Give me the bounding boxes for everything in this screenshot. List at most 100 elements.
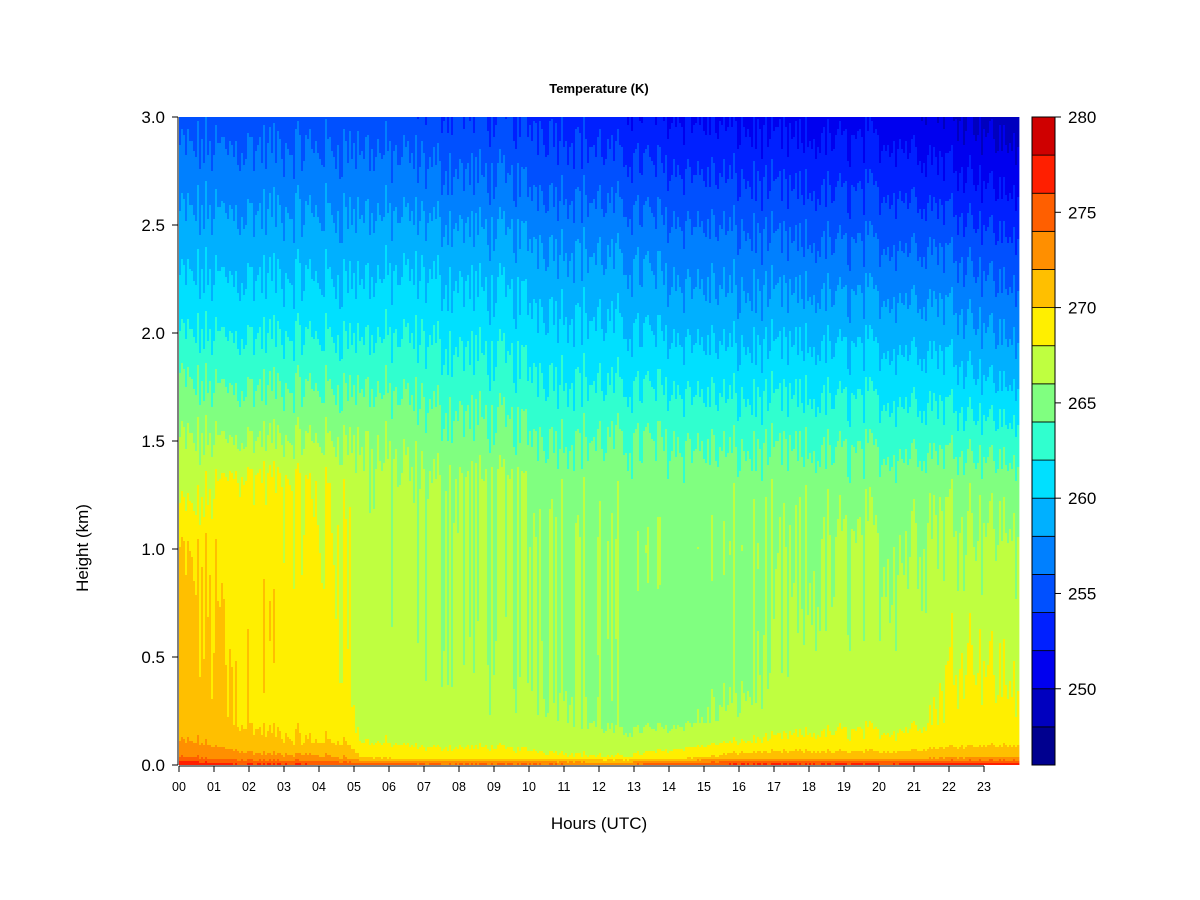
heatmap-cell xyxy=(625,117,628,165)
heatmap-cell xyxy=(571,117,574,143)
heatmap-cell xyxy=(907,751,910,759)
heatmap-cell xyxy=(469,365,472,429)
heatmap-cell xyxy=(707,387,710,439)
heatmap-cell xyxy=(315,755,318,761)
heatmap-cell xyxy=(723,329,726,379)
heatmap-cell xyxy=(551,297,554,363)
heatmap-cell xyxy=(791,295,794,347)
heatmap-cell xyxy=(675,177,678,229)
heatmap-cell xyxy=(517,163,520,219)
heatmap-cell xyxy=(699,757,702,761)
heatmap-cell xyxy=(913,337,916,387)
heatmap-cell xyxy=(513,319,516,383)
heatmap-cell xyxy=(863,753,866,759)
heatmap-cell xyxy=(659,763,662,765)
heatmap-cell xyxy=(563,755,566,759)
heatmap-cell xyxy=(911,139,914,189)
heatmap-cell xyxy=(375,469,378,743)
heatmap-cell xyxy=(989,447,992,501)
heatmap-cell xyxy=(331,761,334,765)
heatmap-cell xyxy=(763,285,766,339)
heatmap-cell xyxy=(909,751,912,759)
heatmap-cell xyxy=(377,327,380,381)
heatmap-cell xyxy=(643,323,646,379)
heatmap-cell xyxy=(307,269,310,329)
heatmap-cell xyxy=(803,257,806,309)
heatmap-cell xyxy=(585,763,588,765)
heatmap-cell xyxy=(767,359,770,411)
heatmap-cell xyxy=(231,209,234,275)
heatmap-cell xyxy=(821,445,824,539)
heatmap-cell xyxy=(657,763,660,765)
heatmap-cell xyxy=(903,761,906,763)
heatmap-cell xyxy=(235,471,238,661)
heatmap-cell xyxy=(237,401,240,449)
heatmap-cell xyxy=(403,743,406,759)
heatmap-cell xyxy=(795,173,798,225)
heatmap-cell xyxy=(895,375,898,427)
heatmap-cell xyxy=(681,457,684,727)
heatmap-cell xyxy=(363,159,366,223)
heatmap-cell xyxy=(977,763,980,765)
heatmap-cell xyxy=(213,341,216,393)
heatmap-cell xyxy=(483,763,486,765)
heatmap-cell xyxy=(367,763,370,765)
heatmap-cell xyxy=(403,379,406,439)
heatmap-cell xyxy=(339,763,342,765)
heatmap-cell xyxy=(777,117,780,127)
heatmap-cell xyxy=(679,123,682,175)
heatmap-cell xyxy=(783,763,786,765)
heatmap-cell xyxy=(409,405,412,481)
heatmap-cell xyxy=(785,127,788,179)
heatmap-cell xyxy=(691,133,694,183)
heatmap-cell xyxy=(895,323,898,375)
heatmap-cell xyxy=(713,743,716,755)
heatmap-cell xyxy=(729,217,732,275)
heatmap-cell xyxy=(843,131,846,183)
heatmap-cell xyxy=(259,469,262,727)
heatmap-cell xyxy=(929,117,932,145)
heatmap-cell xyxy=(467,117,470,163)
heatmap-cell xyxy=(919,257,922,309)
heatmap-cell xyxy=(837,761,840,763)
heatmap-cell xyxy=(209,269,212,329)
heatmap-cell xyxy=(935,451,938,515)
heatmap-cell xyxy=(563,261,566,325)
heatmap-cell xyxy=(751,199,754,251)
heatmap-cell xyxy=(725,755,728,759)
heatmap-cell xyxy=(265,405,268,451)
heatmap-cell xyxy=(897,407,900,461)
heatmap-cell xyxy=(547,755,550,759)
heatmap-cell xyxy=(221,137,224,201)
heatmap-cell xyxy=(573,169,576,223)
heatmap-cell xyxy=(243,349,246,401)
heatmap-cell xyxy=(941,299,944,351)
heatmap-cell xyxy=(395,117,398,145)
heatmap-cell xyxy=(419,747,422,759)
heatmap-cell xyxy=(269,117,272,127)
heatmap-cell xyxy=(497,277,500,341)
heatmap-cell xyxy=(219,435,222,479)
heatmap-cell xyxy=(571,445,574,697)
heatmap-cell xyxy=(357,261,360,323)
heatmap-cell xyxy=(297,117,300,121)
heatmap-cell xyxy=(493,117,496,137)
heatmap-cell xyxy=(781,201,784,253)
heatmap-cell xyxy=(409,763,412,765)
heatmap-cell xyxy=(355,473,358,733)
heatmap-cell xyxy=(725,403,728,457)
heatmap-cell xyxy=(609,117,612,149)
heatmap-cell xyxy=(837,117,840,129)
heatmap-cell xyxy=(529,239,532,303)
heatmap-cell xyxy=(823,283,826,335)
heatmap-cell xyxy=(207,155,210,219)
heatmap-cell xyxy=(969,203,972,247)
heatmap-cell xyxy=(335,117,338,169)
heatmap-cell xyxy=(543,699,546,753)
heatmap-cell xyxy=(575,189,578,241)
heatmap-cell xyxy=(669,751,672,759)
heatmap-cell xyxy=(969,351,972,397)
heatmap-cell xyxy=(415,117,418,135)
heatmap-cell xyxy=(269,257,272,319)
heatmap-cell xyxy=(467,405,470,471)
